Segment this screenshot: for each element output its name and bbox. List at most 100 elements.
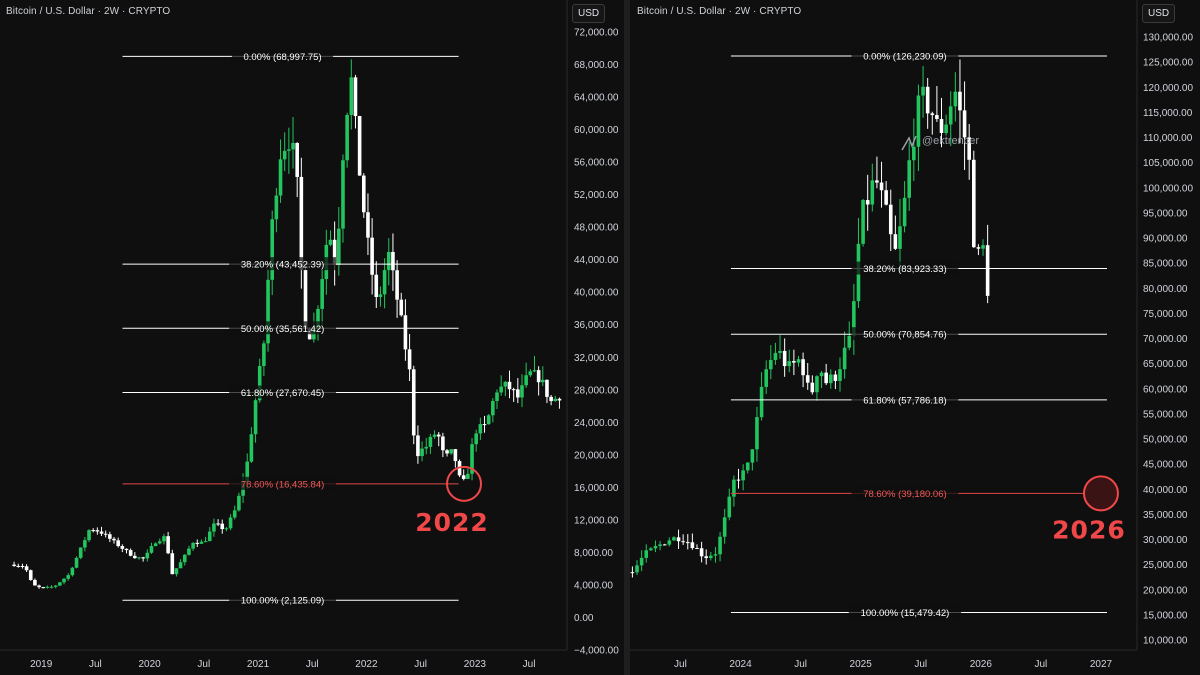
candle-body	[507, 381, 512, 390]
candle-body	[141, 557, 145, 559]
candle-body	[511, 389, 516, 391]
candle-body	[870, 180, 875, 205]
y-tick-label: 80,000.00	[1143, 284, 1188, 295]
candle-body	[374, 274, 379, 297]
chart-panel-right[interactable]: Bitcoin / U.S. Dollar · 2W · CRYPTO USD …	[630, 0, 1200, 675]
candle-body	[320, 279, 324, 309]
candle-body	[962, 110, 967, 138]
candle-body	[158, 541, 162, 544]
currency-button[interactable]: USD	[572, 4, 606, 23]
candle-body	[852, 301, 856, 336]
candle-body	[303, 269, 308, 329]
candle-body	[916, 95, 921, 147]
y-tick-label: 68,000.00	[574, 60, 619, 71]
fib-label-bg	[229, 257, 336, 271]
fib-level-label: 38.20% (43,452.39)	[241, 260, 324, 271]
chart-logo-icon	[901, 135, 917, 151]
year-annotation: 2022	[415, 508, 489, 537]
candle-body	[921, 86, 925, 96]
candle-body	[266, 279, 270, 344]
candle-body	[704, 556, 709, 559]
candle-body	[944, 124, 948, 134]
candle-body	[237, 495, 241, 511]
fib-label-bg	[231, 49, 334, 63]
candle-body	[445, 450, 449, 454]
candle-body	[245, 461, 250, 482]
candle-body	[124, 548, 129, 551]
candle-body	[466, 473, 470, 479]
candle-body	[644, 550, 649, 558]
candle-body	[536, 370, 541, 383]
candle-body	[884, 190, 888, 205]
y-tick-label: 40,000.00	[574, 288, 619, 299]
candle-body	[736, 479, 741, 481]
candle-body	[382, 270, 387, 295]
chart-plot-right[interactable]: 130,000.00 125,000.00 120,000.00 115,000.00…	[630, 0, 1200, 675]
candle-body	[520, 385, 524, 398]
candle-body	[545, 379, 549, 397]
y-tick-label: 60,000.00	[574, 125, 619, 136]
candle-body	[838, 369, 842, 381]
y-tick-label: 40,000.00	[1143, 485, 1188, 496]
x-tick-label: Jul	[89, 659, 102, 670]
candle-body	[162, 536, 166, 542]
fib-level-label: 50.00% (35,561.42)	[241, 324, 324, 335]
chart-title: Bitcoin / U.S. Dollar · 2W · CRYPTO	[6, 6, 171, 17]
candle-body	[407, 349, 412, 370]
candle-body	[341, 160, 345, 229]
candle-body	[174, 568, 179, 575]
candle-body	[411, 369, 416, 436]
y-tick-label: 35,000.00	[1143, 510, 1188, 521]
chart-panel-left[interactable]: Bitcoin / U.S. Dollar · 2W · CRYPTO USD …	[0, 0, 624, 675]
candle-body	[524, 375, 528, 386]
currency-button[interactable]: USD	[1142, 4, 1176, 23]
candle-body	[453, 449, 458, 462]
y-tick-label: 85,000.00	[1143, 259, 1188, 270]
candle-body	[108, 534, 112, 539]
candle-body	[727, 496, 732, 518]
highlight-circle	[446, 465, 483, 502]
candle-body	[178, 562, 183, 569]
y-tick-label: 52,000.00	[574, 190, 619, 201]
candle-body	[662, 544, 667, 546]
candle-body	[667, 540, 672, 545]
candle-body	[53, 585, 58, 587]
candle-body	[249, 434, 254, 462]
y-tick-label: 110,000.00	[1143, 133, 1193, 144]
candle-body	[532, 370, 537, 372]
y-tick-label: 64,000.00	[574, 93, 619, 104]
candle-body	[62, 578, 66, 583]
candle-body	[792, 361, 796, 363]
candle-body	[49, 586, 54, 588]
fib-label-bg	[229, 476, 336, 490]
candle-body	[191, 542, 195, 549]
x-tick-label: Jul	[414, 659, 427, 670]
year-annotation: 2026	[1052, 515, 1126, 544]
y-tick-label: 16,000.00	[574, 483, 619, 494]
fib-level-label: 61.80% (57,786.18)	[863, 395, 946, 406]
y-tick-label: 70,000.00	[1143, 334, 1188, 345]
candle-body	[361, 175, 366, 213]
candle-body	[274, 195, 279, 220]
candle-body	[278, 159, 283, 196]
candle-body	[91, 530, 95, 532]
y-tick-label: 72,000.00	[574, 28, 619, 39]
y-tick-label: 32,000.00	[574, 353, 619, 364]
chart-plot-left[interactable]: 72,000.00 68,000.00 64,000.00 60,000.00 56,0…	[0, 0, 624, 675]
y-tick-label: 36,000.00	[574, 320, 619, 331]
candle-body	[270, 219, 275, 280]
x-tick-label: 2025	[850, 659, 873, 670]
candle-body	[220, 523, 225, 530]
candle-body	[20, 565, 25, 567]
candle-body	[971, 159, 976, 248]
candle-body	[41, 587, 46, 589]
panel-divider[interactable]	[624, 0, 630, 675]
candle-body	[337, 228, 341, 265]
candle-body	[769, 359, 773, 370]
candle-body	[216, 523, 220, 525]
candle-body	[212, 523, 216, 532]
y-tick-label: 65,000.00	[1143, 359, 1188, 370]
y-tick-label: 100,000.00	[1143, 183, 1193, 194]
candle-body	[630, 572, 635, 574]
candle-body	[713, 554, 718, 556]
